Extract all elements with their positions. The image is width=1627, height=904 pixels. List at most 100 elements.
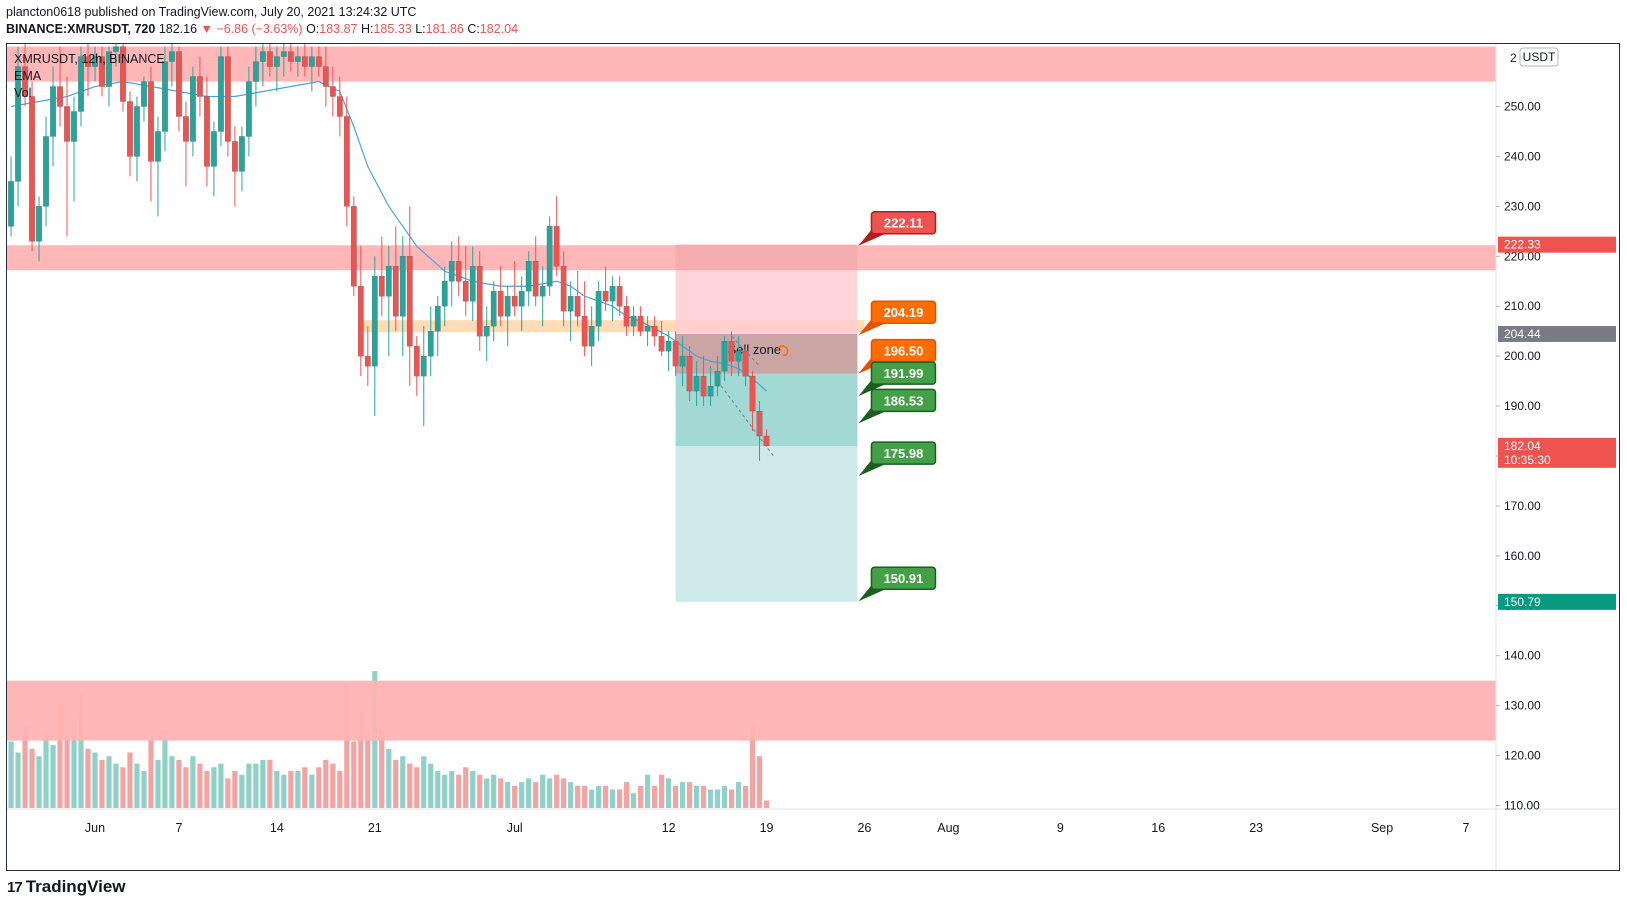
y-tick-label: 120.00 [1504, 749, 1541, 763]
volume-bar [463, 767, 469, 808]
volume-bar [547, 778, 553, 808]
volume-bar [337, 771, 343, 808]
callout-text: 222.11 [884, 216, 923, 231]
legend-ema[interactable]: EMA [14, 69, 42, 83]
price-callout-entry[interactable]: 204.19 [858, 300, 937, 336]
x-tick-label: 19 [760, 821, 774, 835]
price-callout-target[interactable]: 150.91 [858, 566, 937, 602]
candle-body [197, 76, 203, 97]
x-tick-label: 16 [1151, 821, 1165, 835]
y-tick-label: 230.00 [1504, 199, 1541, 213]
volume-bar [239, 774, 245, 808]
low-value: 181.86 [425, 22, 464, 36]
volume-bar [624, 782, 630, 808]
candle-body [253, 61, 259, 82]
volume-bar [742, 785, 749, 808]
candle-body [274, 56, 280, 67]
volume-bar [43, 734, 49, 808]
symbol-name[interactable]: BINANCE:XMRUSDT, 720 [6, 22, 156, 36]
candle-body [281, 51, 287, 57]
volume-bar [589, 789, 595, 808]
candle-body [497, 291, 504, 317]
candle-body [246, 81, 252, 137]
candle-body [420, 355, 427, 377]
last-price: 182.16 [158, 22, 198, 36]
candle-body [148, 81, 154, 162]
x-tick-label: Jun [85, 821, 105, 835]
x-tick-label: 21 [368, 821, 382, 835]
volume-bar [281, 774, 287, 808]
tradingview-logo-icon: 17 [7, 878, 23, 896]
price-callout-entry[interactable]: 196.50 [858, 338, 937, 374]
publisher-line: plancton0618 published on TradingView.co… [6, 5, 417, 19]
candle-body [595, 291, 602, 327]
candle-body [623, 306, 630, 327]
volume-bar [707, 789, 714, 808]
candle-body [232, 141, 238, 172]
legend-volume[interactable]: Vol [14, 86, 32, 100]
volume-bar [92, 752, 98, 808]
price-callout-stop[interactable]: 222.11 [858, 210, 937, 246]
volume-bar [99, 759, 105, 808]
volume-bar [232, 771, 238, 808]
candle-body [427, 331, 434, 357]
volume-bar [316, 767, 322, 808]
volume-bar [351, 741, 357, 808]
volume-bar [400, 756, 406, 808]
callout-box [870, 361, 937, 385]
currency-badge[interactable]: USDT [1519, 47, 1559, 67]
price-axis-label-bg [1498, 593, 1616, 610]
volume-bar [29, 748, 35, 808]
price-callout-target[interactable]: 186.53 [858, 388, 937, 424]
volume-bar [246, 763, 252, 808]
volume-bar [267, 759, 273, 808]
y-tick-label: 210.00 [1504, 299, 1541, 313]
volume-bar [288, 771, 294, 808]
candle-body [602, 291, 609, 302]
y-tick-label: 160.00 [1504, 549, 1541, 563]
candle-body [518, 291, 525, 307]
y-tick-label: 140.00 [1504, 649, 1541, 663]
volume-bar [414, 767, 420, 808]
price-axis-label-bg [1498, 437, 1616, 468]
y-tick-label: 220.00 [1504, 249, 1541, 263]
x-tick-label: 26 [857, 821, 871, 835]
legend-symbol[interactable]: XMRUSDT, 12h, BINANCE [14, 52, 165, 66]
price-axis-label-bg [1498, 236, 1616, 253]
volume-bar [309, 774, 315, 808]
price-callout-target[interactable]: 191.99 [858, 361, 937, 397]
callout-text: 186.53 [884, 393, 924, 408]
candle-body [239, 136, 245, 172]
low-label: L: [415, 22, 426, 36]
candle-body [448, 261, 455, 282]
callout-text: 191.99 [884, 366, 924, 381]
tradingview-logo[interactable]: 17 TradingView [7, 877, 126, 897]
price-callout-target[interactable]: 175.98 [858, 441, 937, 477]
x-tick-label: 23 [1249, 821, 1263, 835]
volume-bar [672, 785, 679, 808]
candle-body [665, 341, 672, 352]
candle-body [329, 86, 336, 97]
volume-bar [561, 778, 567, 808]
candle-body [721, 341, 728, 372]
volume-bar [505, 782, 511, 808]
price-axis-label-text: 150.79 [1504, 595, 1541, 609]
volume-bar [253, 763, 259, 808]
volume-bar [449, 771, 455, 808]
volume-bar [197, 763, 203, 808]
candle-body [176, 51, 182, 117]
volume-bar [85, 748, 91, 808]
candle-body [441, 281, 448, 307]
volume-bar [686, 782, 693, 808]
candle-body [756, 410, 763, 437]
candle-body [490, 291, 497, 327]
volume-bar [658, 774, 665, 808]
volume-bar [162, 730, 168, 808]
volume-bar [218, 763, 224, 808]
candle-body [609, 286, 616, 302]
price-axis-label: 222.33 [1498, 236, 1616, 253]
y-tick-label: 170.00 [1504, 499, 1541, 513]
candle-body [504, 296, 511, 317]
